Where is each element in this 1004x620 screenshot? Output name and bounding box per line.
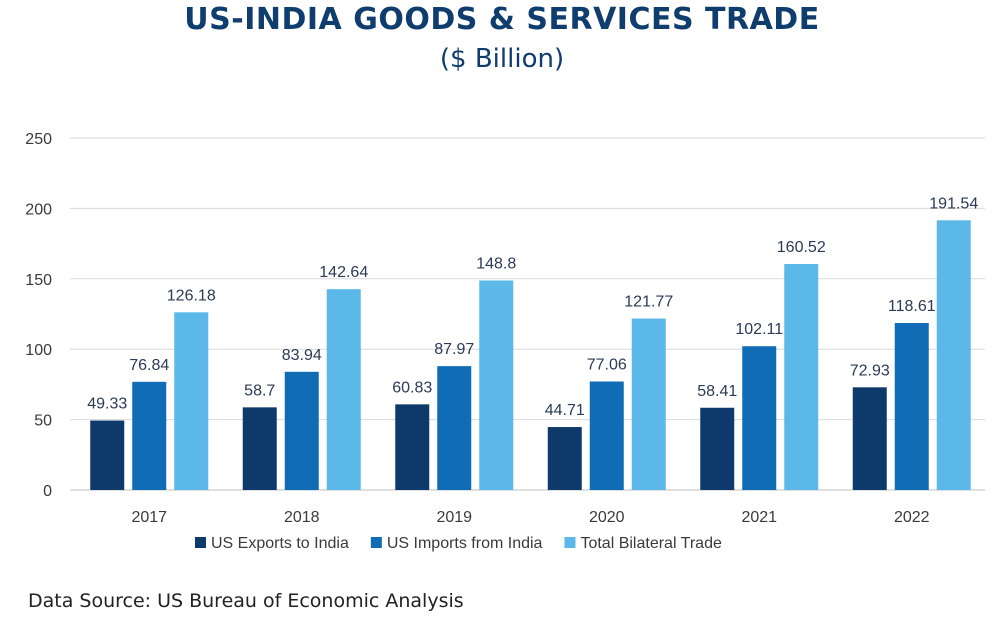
legend-label: Total Bilateral Trade <box>580 535 722 552</box>
y-tick-label: 50 <box>34 413 52 430</box>
data-label: 121.77 <box>624 294 673 311</box>
data-label: 148.8 <box>476 255 516 272</box>
bar <box>852 387 887 490</box>
bar <box>174 312 209 490</box>
bar <box>589 381 624 490</box>
legend-swatch <box>564 537 576 548</box>
data-label: 83.94 <box>282 347 322 364</box>
y-tick-label: 100 <box>25 342 52 359</box>
bar <box>742 346 777 490</box>
data-label: 72.93 <box>850 362 890 379</box>
chart-subtitle: ($ Billion) <box>439 44 565 74</box>
x-tick-label: 2018 <box>284 509 320 526</box>
x-tick-label: 2019 <box>436 509 472 526</box>
bar <box>395 404 430 490</box>
bar <box>437 366 472 490</box>
bar <box>284 371 319 490</box>
data-label: 58.41 <box>697 383 737 400</box>
data-label: 142.64 <box>319 264 368 281</box>
bar <box>479 280 514 490</box>
x-tick-label: 2021 <box>741 509 777 526</box>
legend-swatch <box>195 537 206 548</box>
data-label: 102.11 <box>735 321 783 338</box>
y-tick-label: 150 <box>25 272 52 289</box>
data-label: 118.61 <box>888 298 936 315</box>
y-tick-label: 0 <box>43 483 52 500</box>
data-label: 191.54 <box>929 195 978 212</box>
data-label: 76.84 <box>129 357 169 374</box>
bar <box>326 289 361 490</box>
bar <box>242 407 277 490</box>
y-tick-label: 200 <box>25 201 52 218</box>
bar <box>784 263 819 490</box>
legend-swatch <box>370 537 382 548</box>
legend-label: US Imports from India <box>387 535 543 552</box>
legend-label: US Exports to India <box>211 535 349 552</box>
y-tick-label: 250 <box>25 131 52 148</box>
data-label: 160.52 <box>777 239 826 256</box>
data-label: 77.06 <box>587 356 627 373</box>
bar <box>90 420 125 490</box>
bar <box>936 220 971 490</box>
data-source-note: Data Source: US Bureau of Economic Analy… <box>28 590 464 612</box>
bar <box>700 407 735 490</box>
data-label: 87.97 <box>434 341 474 358</box>
bar <box>547 427 582 490</box>
x-tick-label: 2022 <box>894 509 930 526</box>
bar <box>132 381 167 490</box>
data-label: 49.33 <box>87 396 127 413</box>
chart-title: US-INDIA GOODS & SERVICES TRADE <box>184 2 820 37</box>
x-tick-label: 2017 <box>131 509 167 526</box>
data-label: 126.18 <box>167 287 216 304</box>
data-label: 60.83 <box>392 379 432 396</box>
bar-chart: 0 50 100 150 200 250 49.33 76.84 126.18 2017 58.7 8… <box>25 131 985 552</box>
x-tick-label: 2020 <box>589 509 625 526</box>
data-label: 58.7 <box>244 382 275 399</box>
data-label: 44.71 <box>545 402 585 419</box>
bar <box>894 322 929 490</box>
bar <box>631 318 666 490</box>
